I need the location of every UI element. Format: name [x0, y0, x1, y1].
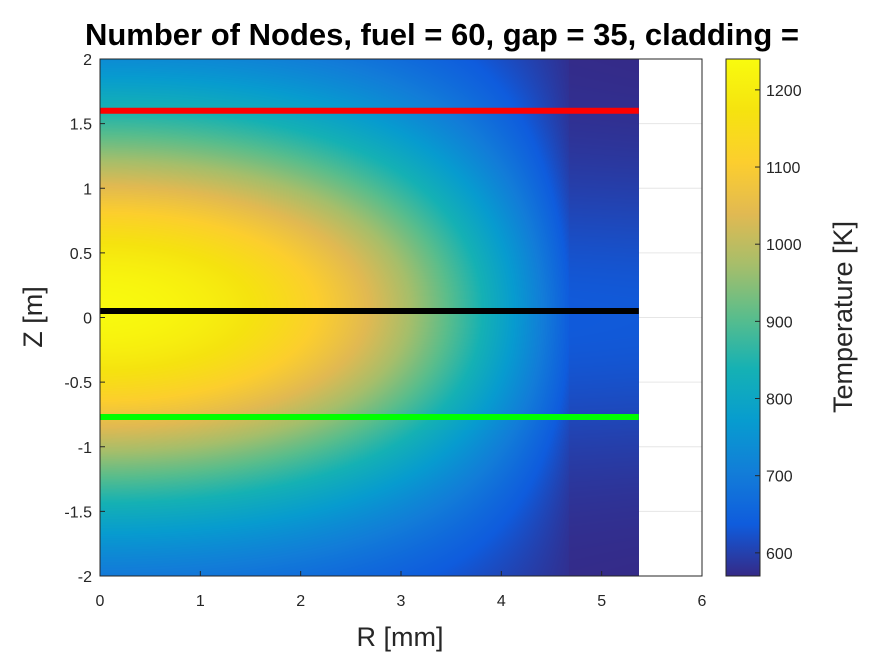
y-tick-label: 1 [83, 181, 92, 198]
plot-area [99, 58, 703, 577]
x-tick-label: 3 [397, 593, 406, 610]
colorbar-tick-label: 900 [766, 314, 793, 331]
x-tick-label: 5 [597, 593, 606, 610]
x-tick-label: 0 [96, 593, 105, 610]
y-tick-label: -1 [78, 440, 92, 457]
x-tick-label: 6 [698, 593, 707, 610]
x-tick-label: 1 [196, 593, 205, 610]
y-tick-label: 2 [83, 52, 92, 69]
y-tick-label: 0 [83, 311, 92, 328]
colorbar-tick-label: 600 [766, 546, 793, 563]
y-axis-label: Z [m] [18, 286, 48, 348]
colorbar-tick-label: 1000 [766, 237, 802, 254]
y-tick-label: -1.5 [64, 504, 92, 521]
colorbar: 1200 1100 1000 900 800 700 600 [725, 58, 802, 577]
x-tick-label: 2 [296, 593, 305, 610]
y-tick-label: -2 [78, 569, 92, 586]
x-axis-label: R [mm] [357, 622, 444, 652]
y-tick-label: 0.5 [70, 246, 92, 263]
temperature-heatmap [100, 59, 639, 576]
chart-title: Number of Nodes, fuel = 60, gap = 35, cl… [85, 17, 799, 52]
colorbar-label: Temperature [K] [828, 221, 858, 413]
colorbar-tick-label: 1200 [766, 83, 802, 100]
y-tick-label: -0.5 [64, 375, 92, 392]
y-tick-label: 1.5 [70, 117, 92, 134]
x-tick-label: 4 [497, 593, 506, 610]
x-axis: 0 1 2 3 4 5 6 [96, 571, 707, 610]
colorbar-tick-label: 800 [766, 392, 793, 409]
colorbar-tick-label: 1100 [766, 160, 801, 177]
colorbar-tick-label: 700 [766, 469, 793, 486]
y-axis: 2 1.5 1 0.5 0 -0.5 -1 -1.5 -2 [64, 52, 105, 586]
colorbar-gradient [725, 58, 761, 577]
